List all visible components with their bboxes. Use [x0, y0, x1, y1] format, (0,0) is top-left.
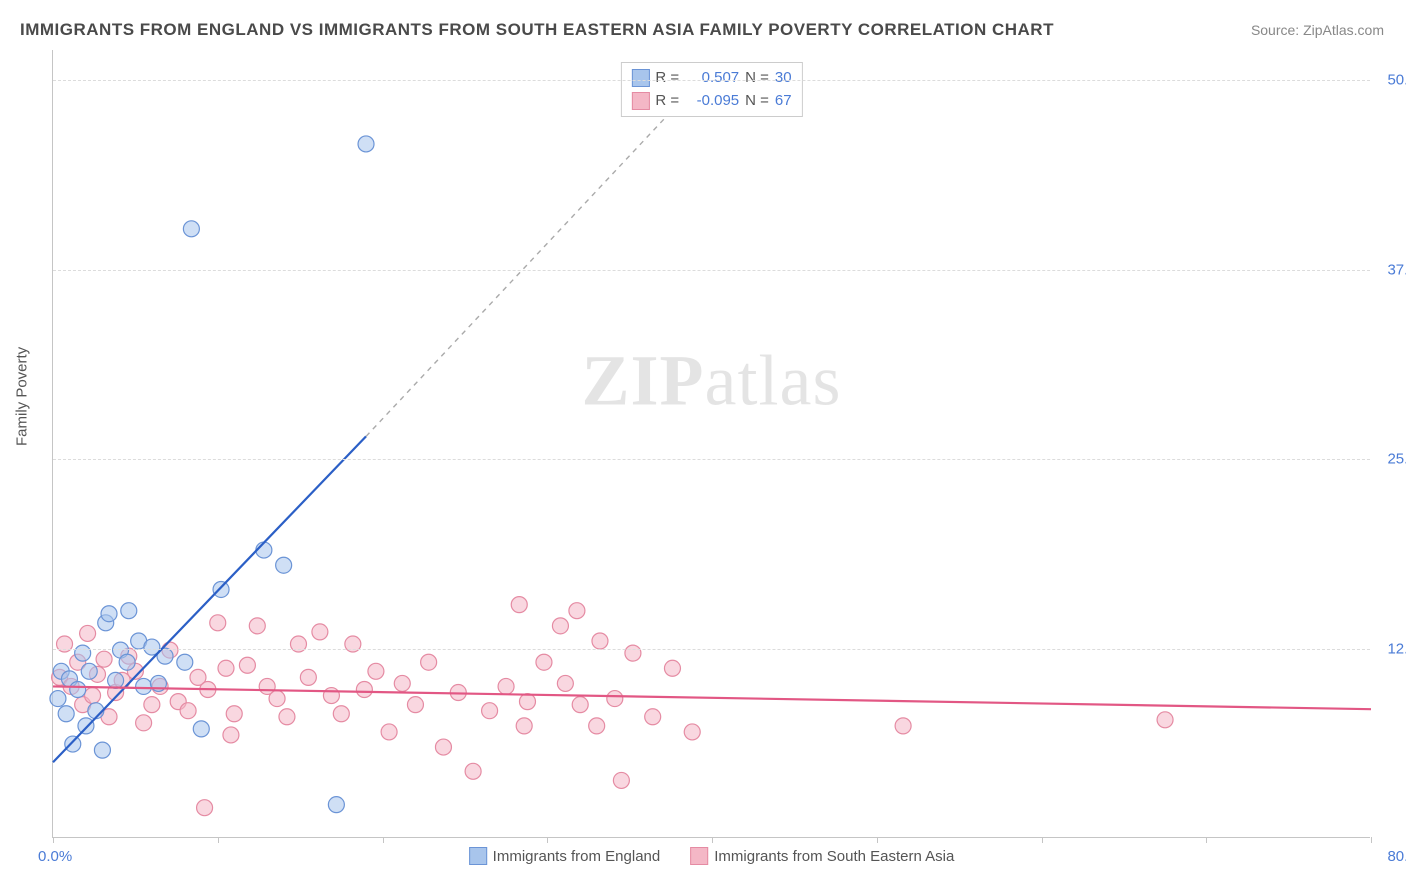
legend-label-seasia: Immigrants from South Eastern Asia — [714, 848, 954, 865]
x-tick — [383, 837, 384, 843]
x-tick — [877, 837, 878, 843]
legend-item-england: Immigrants from England — [469, 847, 661, 865]
gridline — [53, 80, 1370, 81]
x-tick — [547, 837, 548, 843]
correlation-legend: R = 0.507 N = 30 R = -0.095 N = 67 — [620, 62, 802, 117]
series-legend: Immigrants from England Immigrants from … — [469, 847, 955, 865]
x-axis-min: 0.0% — [38, 848, 72, 865]
y-axis-label: Family Poverty — [14, 347, 31, 446]
n-value-seasia: 67 — [775, 90, 792, 113]
chart-title: IMMIGRANTS FROM ENGLAND VS IMMIGRANTS FR… — [20, 20, 1054, 40]
gridline — [53, 459, 1370, 460]
r-value-england: 0.507 — [685, 67, 739, 90]
y-tick-label: 12.5% — [1387, 640, 1406, 657]
x-tick — [218, 837, 219, 843]
n-label: N = — [745, 67, 769, 90]
r-label: R = — [655, 90, 679, 113]
y-tick-label: 50.0% — [1387, 72, 1406, 89]
x-axis-max: 80.0% — [1387, 848, 1406, 865]
x-tick — [1206, 837, 1207, 843]
gridline — [53, 270, 1370, 271]
legend-row-seasia: R = -0.095 N = 67 — [631, 90, 791, 113]
legend-row-england: R = 0.507 N = 30 — [631, 67, 791, 90]
r-value-seasia: -0.095 — [685, 90, 739, 113]
n-label: N = — [745, 90, 769, 113]
y-tick-label: 37.5% — [1387, 261, 1406, 278]
y-tick-label: 25.0% — [1387, 451, 1406, 468]
legend-item-seasia: Immigrants from South Eastern Asia — [690, 847, 954, 865]
swatch-england — [631, 69, 649, 87]
x-tick — [53, 837, 54, 843]
r-label: R = — [655, 67, 679, 90]
x-tick — [1042, 837, 1043, 843]
scatter-chart — [53, 50, 1370, 837]
swatch-england-icon — [469, 847, 487, 865]
swatch-seasia — [631, 92, 649, 110]
x-tick — [1371, 837, 1372, 843]
swatch-seasia-icon — [690, 847, 708, 865]
n-value-england: 30 — [775, 67, 792, 90]
legend-label-england: Immigrants from England — [493, 848, 661, 865]
plot-area: ZIPatlas R = 0.507 N = 30 R = -0.095 N =… — [52, 50, 1370, 838]
x-tick — [712, 837, 713, 843]
source-label: Source: ZipAtlas.com — [1251, 22, 1384, 38]
gridline — [53, 649, 1370, 650]
